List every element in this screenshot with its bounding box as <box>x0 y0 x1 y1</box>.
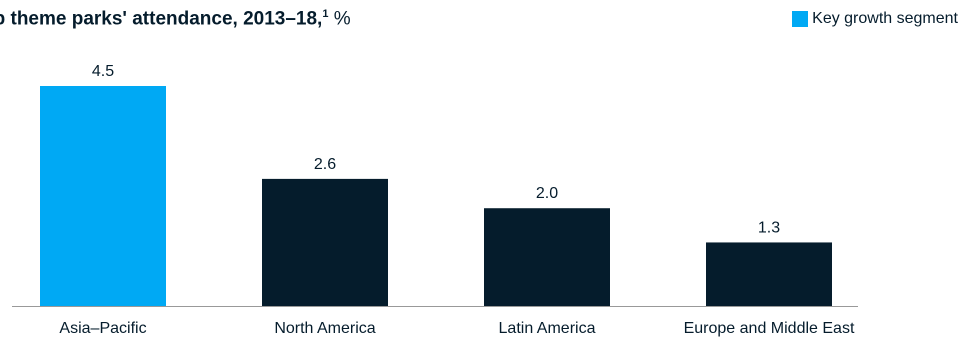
bar-value-label: 4.5 <box>92 63 114 80</box>
bar <box>40 86 166 306</box>
bar-value-label: 2.0 <box>536 185 558 202</box>
title-footnote: 1 <box>322 8 329 20</box>
bar <box>484 208 610 306</box>
category-label: Europe and Middle East <box>684 320 855 337</box>
legend: Key growth segment <box>792 10 958 28</box>
legend-swatch <box>792 11 809 27</box>
legend-label: Key growth segment <box>812 10 958 27</box>
bar <box>262 178 388 306</box>
category-label: Asia–Pacific <box>59 320 146 337</box>
category-label: Latin America <box>499 320 596 337</box>
title-unit: % <box>333 8 351 30</box>
bar <box>706 242 832 306</box>
category-label: North America <box>274 320 375 337</box>
bar-value-label: 2.6 <box>314 156 336 173</box>
title-text: op theme parks' attendance, 2013–18, <box>0 8 323 30</box>
bar-value-label: 1.3 <box>758 219 780 236</box>
chart-title: op theme parks' attendance, 2013–18,1 % <box>0 8 351 30</box>
